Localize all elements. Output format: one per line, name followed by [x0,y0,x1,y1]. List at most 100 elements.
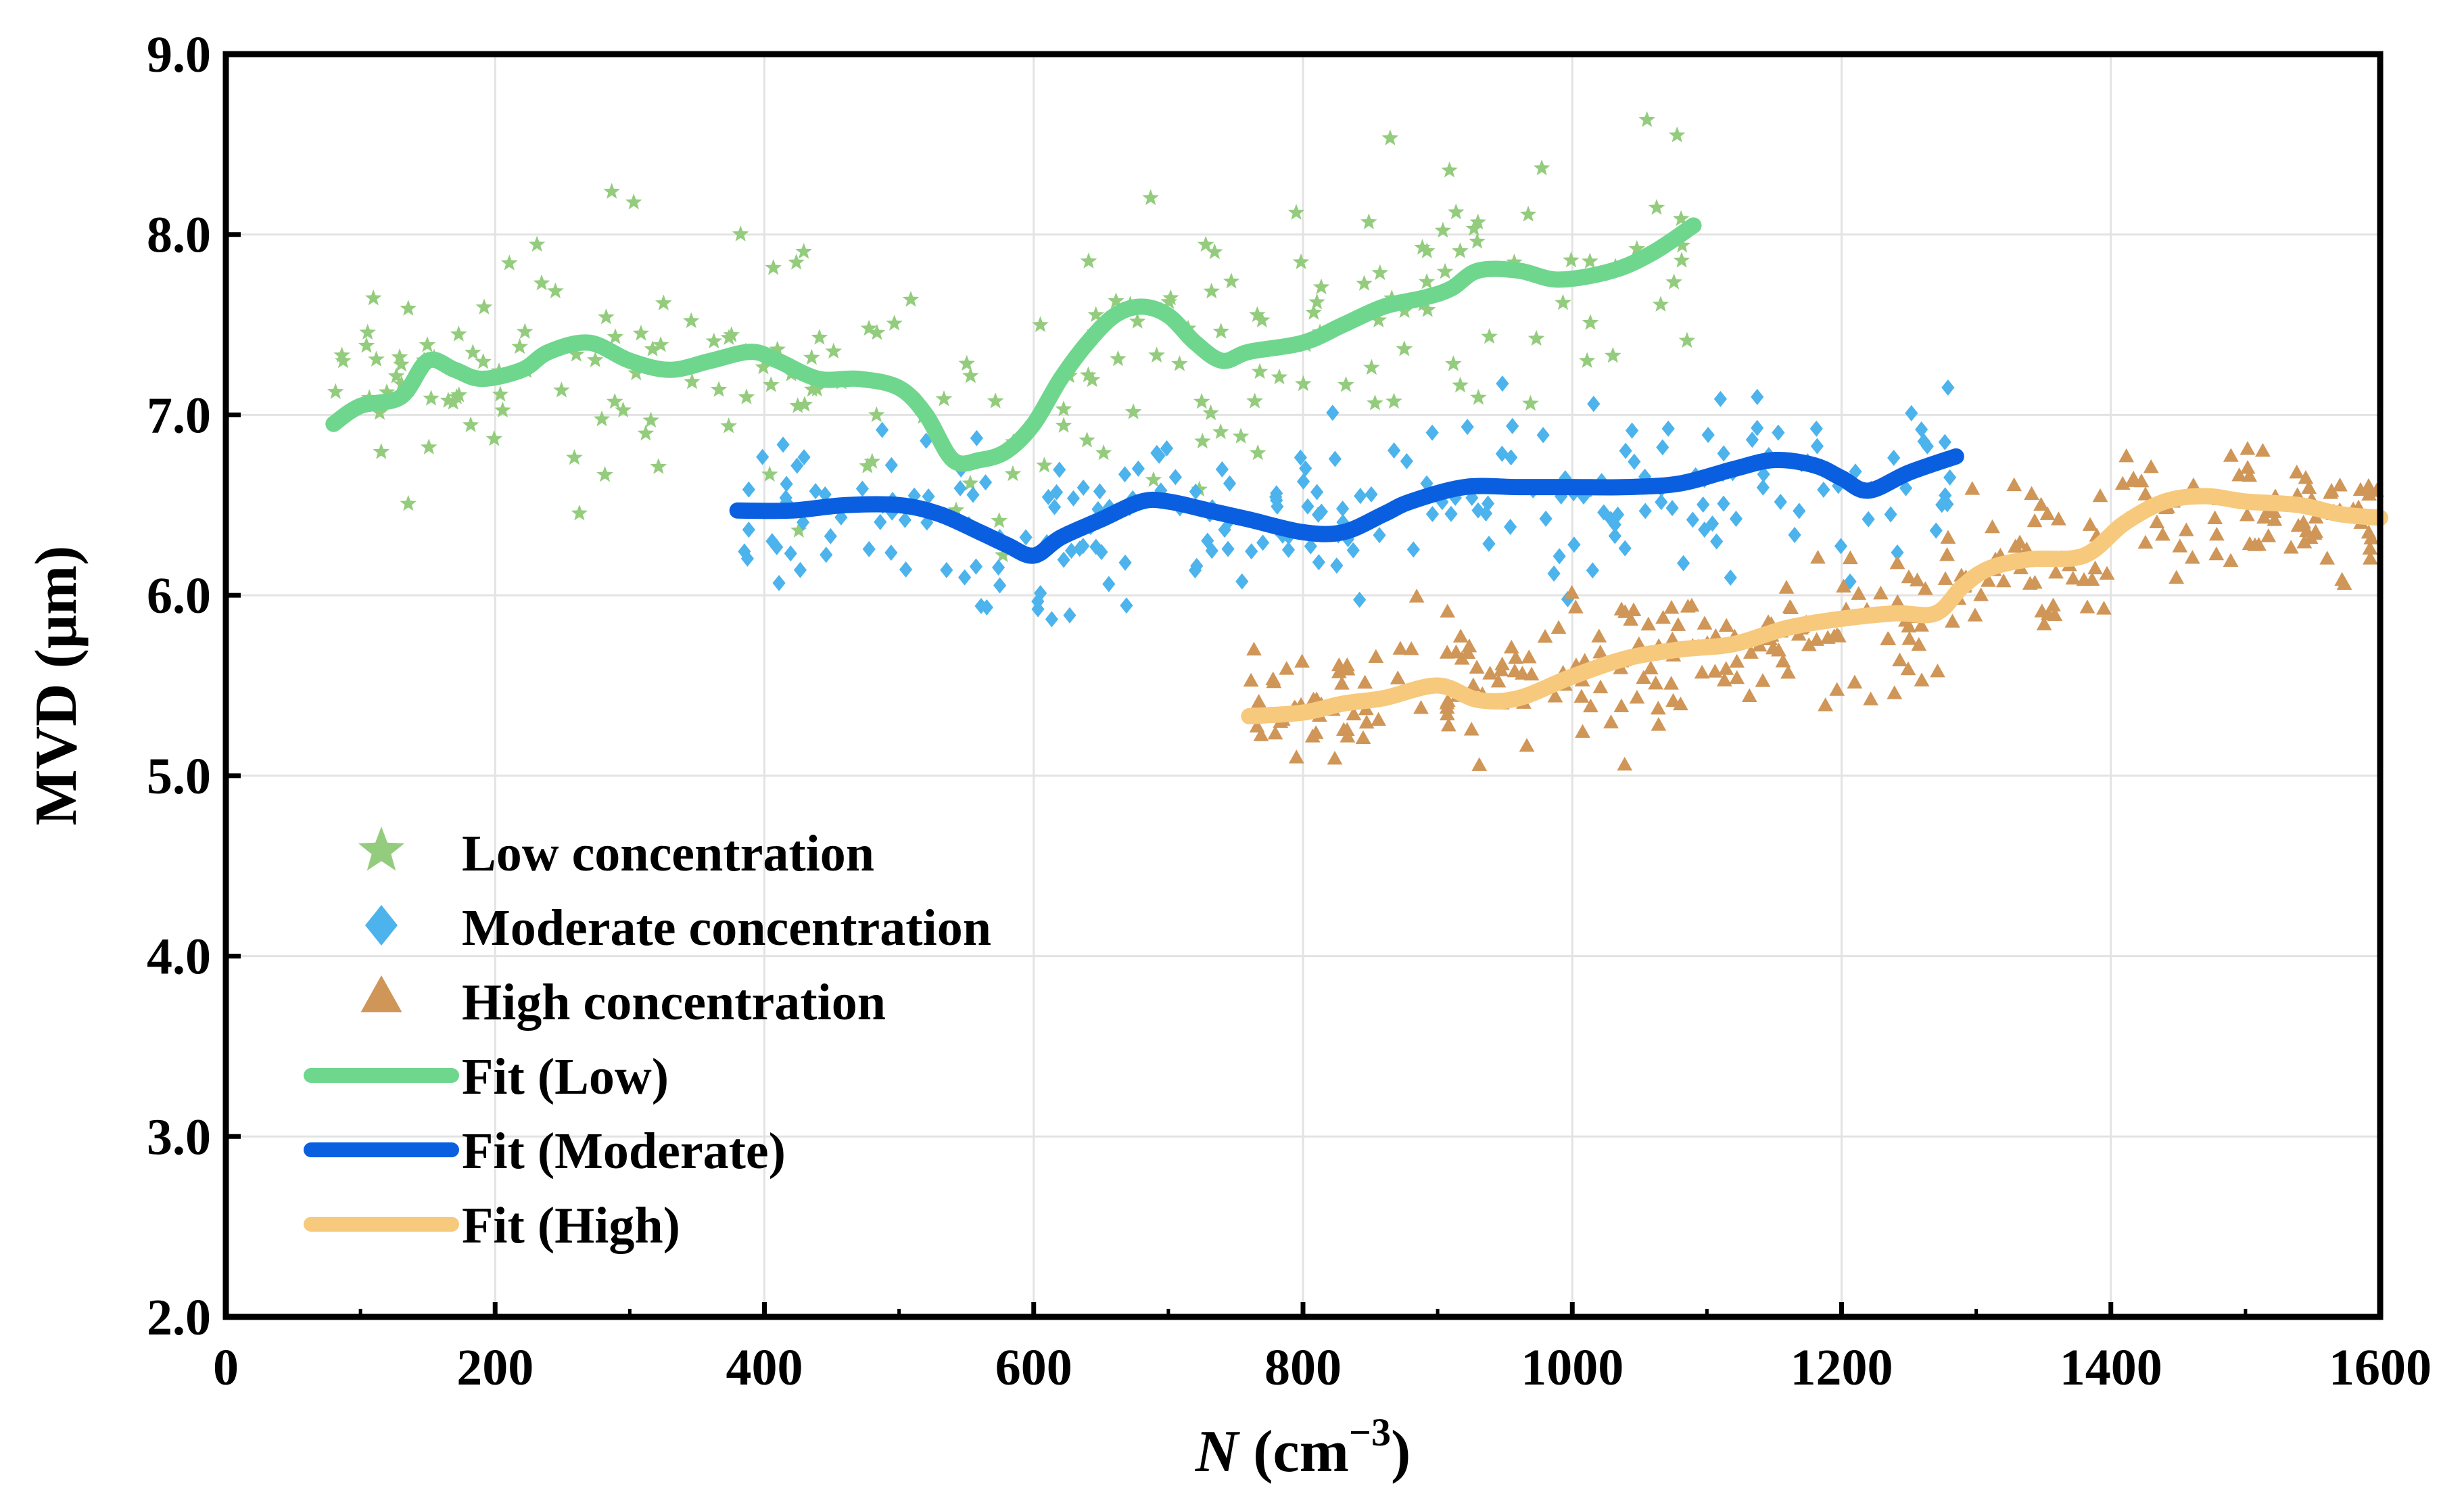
data-point [1778,580,1795,594]
data-point [1413,700,1429,714]
data-point [1910,572,1925,586]
data-point [2208,526,2225,541]
x-axis-exponent: −3 [1349,1410,1391,1454]
data-point [1371,712,1386,726]
data-point [1705,515,1720,532]
data-point [1460,645,1476,659]
data-point [779,489,792,506]
data-point [811,329,828,345]
data-point [1339,722,1355,737]
data-point [1701,427,1715,444]
data-point [765,533,779,550]
data-point [2155,527,2171,541]
data-point [769,340,786,357]
data-point [772,574,786,591]
data-point [803,348,820,365]
data-point [820,547,833,563]
data-point [1479,505,1493,522]
data-point [723,326,740,342]
data-point [598,308,615,325]
data-point [1716,672,1732,687]
data-point [1652,296,1669,312]
data-point [1673,252,1690,268]
data-point [1396,302,1413,319]
data-point [2256,509,2272,524]
data-point [1294,449,1307,466]
data-point [1253,311,1271,328]
data-point [1294,653,1310,668]
x-tick-labels: 0 200 400 600 800 1000 1200 1400 1600 [213,1339,2432,1396]
data-point [732,225,749,241]
data-point [1073,540,1087,557]
data-point [884,457,898,473]
data-point [1604,511,1617,528]
data-point [1900,661,1916,676]
data-point [1836,578,1851,593]
data-point [1555,294,1571,310]
data-point [1334,676,1350,690]
data-point [1672,210,1690,227]
legend-label-high: High concentration [462,974,886,1031]
data-point [2185,477,2202,492]
data-point [876,421,889,438]
data-point [1884,506,1897,523]
data-point [1370,311,1388,328]
data-point [1496,375,1509,392]
data-point [2361,524,2377,539]
data-point [1665,500,1679,517]
y-tick-label: 9.0 [147,26,211,83]
data-point [1346,706,1362,721]
data-point [2027,513,2043,528]
data-point [1354,488,1367,505]
data-point [1328,450,1342,467]
data-point [420,438,437,455]
data-point [1751,388,1764,405]
data-point [2084,572,2100,586]
data-point [1142,189,1159,206]
data-point [1223,475,1237,492]
data-point [1235,573,1249,590]
data-point [1439,695,1455,710]
data-point [1522,394,1539,411]
data-point [1434,221,1452,238]
data-point [1887,685,1903,699]
data-point [2362,540,2378,555]
data-point [940,561,953,578]
data-point [761,465,778,482]
data-point [494,401,511,418]
data-point [2301,480,2317,494]
data-point [958,569,972,586]
data-point [1519,206,1537,222]
data-point [440,392,457,408]
data-point [1892,652,1908,667]
data-point [1648,199,1665,215]
data-point [720,417,737,434]
data-point [1674,237,1691,253]
data-point [1519,738,1535,752]
data-point [1575,724,1590,738]
data-point [2223,448,2239,462]
data-point [485,430,503,446]
data-point [1780,664,1796,679]
data-point [1567,599,1584,613]
legend-diamond-shape [365,905,398,946]
data-point [1945,613,1960,628]
data-point [1406,541,1420,558]
data-point [368,350,385,367]
data-point [1312,278,1330,295]
data-point [1891,544,1904,561]
x-tick-label: 800 [1264,1339,1342,1396]
data-point [1232,427,1250,444]
data-point [1019,529,1033,546]
data-point [2352,482,2369,496]
data-point [2006,477,2022,492]
data-point [1668,126,1686,143]
data-point [1335,501,1350,517]
data-point [1425,424,1439,441]
series-diamond-points [738,375,1957,628]
data-point [2223,553,2239,567]
data-point [1253,727,1269,741]
data-point [1663,676,1679,690]
data-point [567,346,585,362]
